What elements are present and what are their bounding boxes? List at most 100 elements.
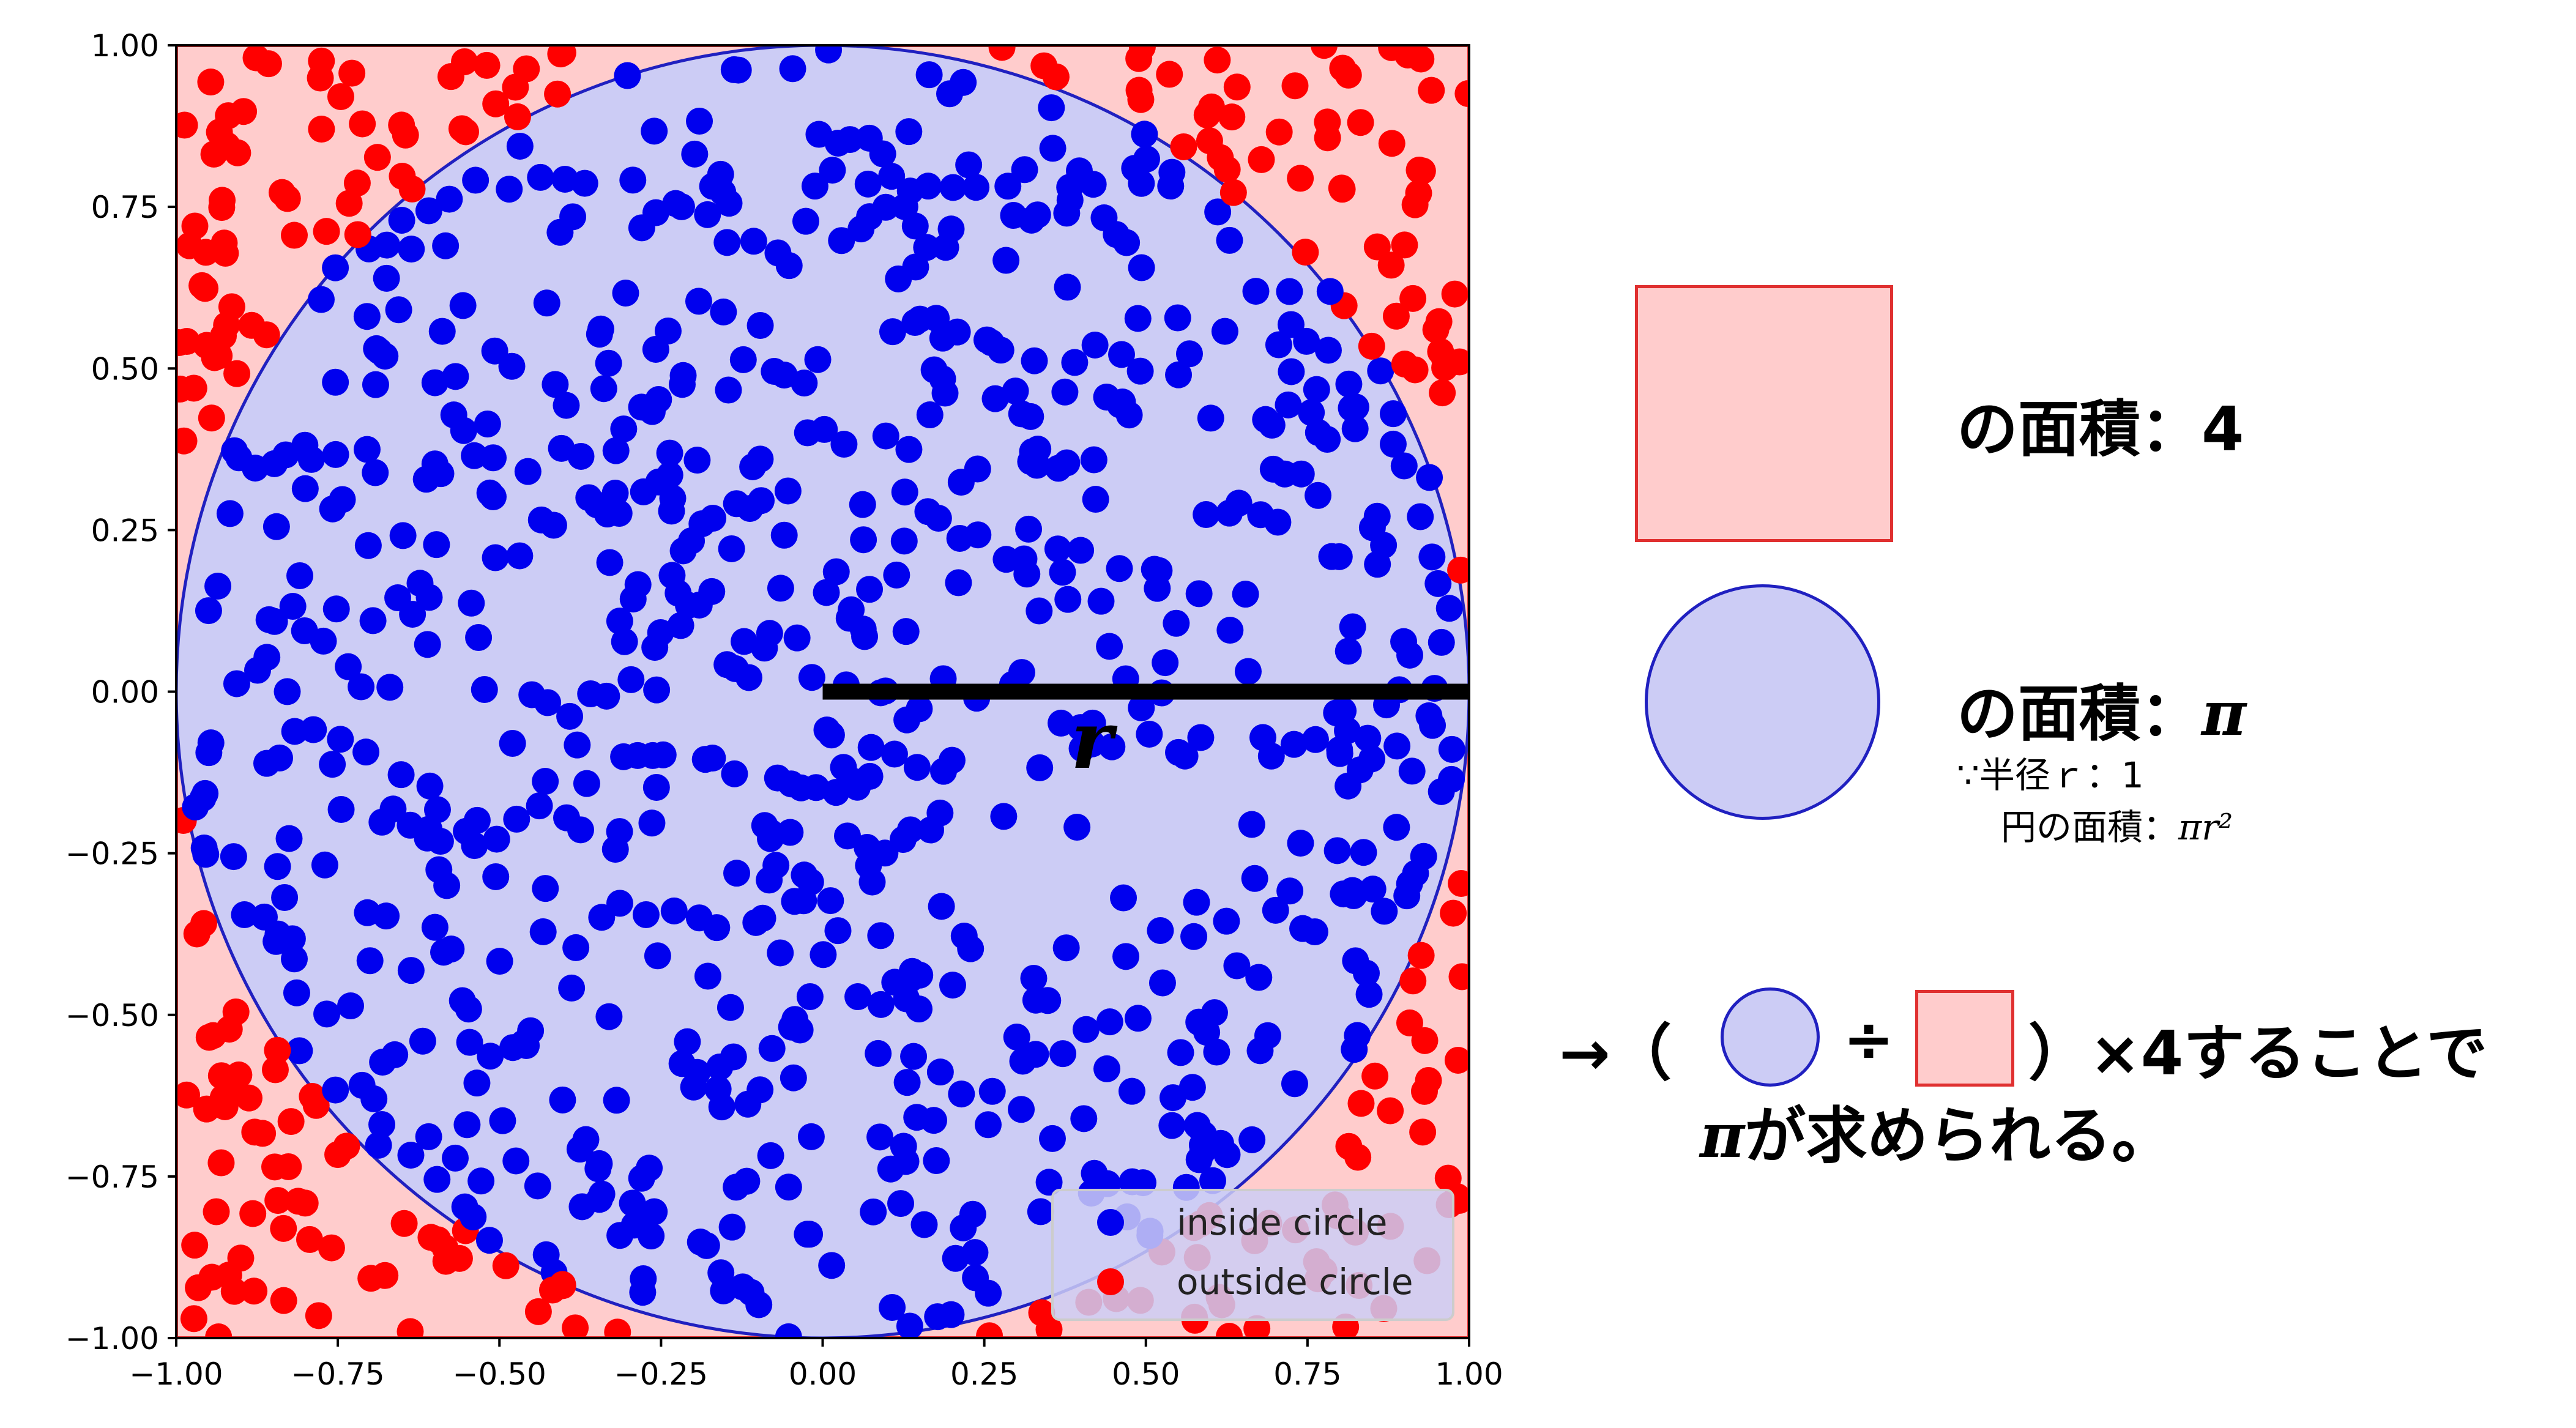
point-inside-circle [322,254,349,281]
point-inside-circle [503,805,530,833]
point-inside-circle [729,346,757,373]
point-inside-circle [264,853,291,880]
point-outside-circle [1394,45,1421,69]
point-inside-circle [1079,709,1106,737]
point-inside-circle [606,608,633,635]
point-inside-circle [1152,649,1179,677]
point-outside-circle [1215,1323,1243,1338]
circle-area-label: の面積： [1957,678,2202,749]
point-inside-circle [518,681,546,708]
point-outside-circle [1447,556,1469,584]
point-inside-circle [1390,452,1418,480]
point-inside-circle [854,834,881,861]
point-inside-circle [950,69,977,96]
point-inside-circle [1216,226,1243,254]
point-inside-circle [950,1214,977,1241]
point-inside-circle [568,1193,596,1221]
point-inside-circle [636,1155,663,1182]
point-outside-circle [1035,1316,1063,1338]
point-inside-circle [1110,884,1137,912]
point-inside-circle [590,375,617,403]
point-outside-circle [285,1188,312,1215]
point-outside-circle [473,51,501,79]
point-inside-circle [313,1000,341,1028]
monte-carlo-chart: r inside circle outside circle −1.00 −0.7… [65,28,1503,1392]
point-inside-circle [595,349,622,377]
point-inside-circle [1257,742,1285,770]
point-inside-circle [553,392,580,419]
point-outside-circle [270,1214,297,1242]
point-inside-circle [877,1155,904,1183]
point-inside-circle [1281,1070,1308,1098]
point-inside-circle [571,169,598,197]
point-inside-circle [974,1111,1002,1139]
point-inside-circle [442,363,469,390]
point-inside-circle [1180,923,1208,950]
point-inside-circle [423,531,450,559]
point-inside-circle [1054,586,1082,613]
point-inside-circle [558,974,586,1002]
point-outside-circle [176,232,203,259]
point-inside-circle [865,1039,892,1067]
conclusion-text: πが求められる。 [1700,1086,2173,1175]
point-inside-circle [1003,1023,1030,1051]
point-outside-circle [197,69,225,96]
point-outside-circle [180,374,207,402]
point-inside-circle [502,1147,530,1175]
point-outside-circle [180,1305,207,1333]
point-outside-circle [281,221,308,249]
point-inside-circle [486,948,513,975]
point-inside-circle [499,730,526,757]
point-inside-circle [1238,1126,1266,1153]
point-inside-circle [1211,318,1238,345]
point-outside-circle [222,998,250,1025]
point-inside-circle [1024,201,1051,229]
point-inside-circle [810,941,837,969]
point-inside-circle [399,600,426,628]
point-inside-circle [477,1043,504,1070]
point-outside-circle [544,80,571,108]
point-inside-circle [1061,349,1089,376]
point-outside-circle [562,1314,589,1338]
point-inside-circle [356,947,384,975]
point-inside-circle [895,436,923,463]
point-outside-circle [198,404,225,432]
point-outside-circle [1377,251,1405,279]
point-inside-circle [1051,378,1079,406]
point-inside-circle [231,901,258,929]
point-inside-circle [1185,1146,1213,1173]
point-inside-circle [944,318,971,346]
point-inside-circle [1354,724,1382,752]
point-inside-circle [798,664,825,691]
point-inside-circle [1044,535,1071,563]
point-inside-circle [770,521,798,549]
point-inside-circle [1078,730,1106,757]
x-tick-label: −0.25 [614,1356,708,1392]
point-outside-circle [504,103,531,130]
point-inside-circle [533,289,560,317]
point-inside-circle [1017,448,1044,475]
point-inside-circle [1128,254,1155,281]
point-inside-circle [723,860,751,887]
point-outside-circle [1411,1027,1439,1054]
point-inside-circle [694,962,721,990]
point-inside-circle [455,995,482,1023]
point-inside-circle [1335,370,1363,398]
point-inside-circle [740,228,767,255]
point-inside-circle [926,1058,954,1086]
point-inside-circle [611,628,638,655]
x-tick-label: 0.25 [950,1356,1018,1392]
point-inside-circle [1038,1125,1066,1152]
point-outside-circle [417,1224,445,1251]
point-inside-circle [746,1076,774,1104]
point-inside-circle [415,197,442,225]
point-inside-circle [964,455,991,483]
y-tick-label: 0.25 [91,513,159,548]
point-outside-circle [205,1323,233,1338]
point-inside-circle [757,825,784,852]
point-inside-circle [1262,896,1289,924]
point-inside-circle [398,236,425,263]
point-inside-circle [903,754,931,781]
point-inside-circle [527,163,554,191]
point-inside-circle [376,674,404,701]
